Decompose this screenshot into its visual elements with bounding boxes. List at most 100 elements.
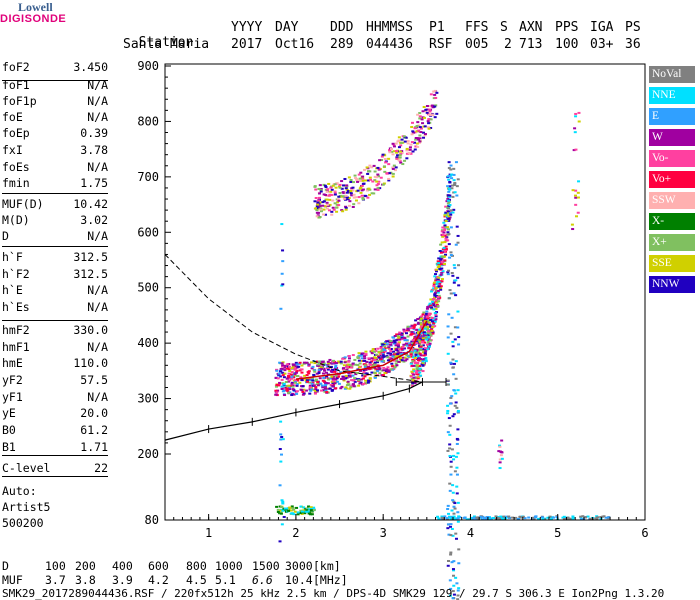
param-row: foF1 N/A xyxy=(2,78,108,95)
echo-point xyxy=(422,334,426,337)
echo-point xyxy=(455,194,459,197)
echo-point xyxy=(463,516,467,519)
echo-point xyxy=(295,384,299,387)
echo-point xyxy=(410,377,414,380)
echo-point xyxy=(368,178,372,181)
echo-point xyxy=(313,392,317,395)
echo-point xyxy=(361,352,365,355)
echo-point xyxy=(383,347,387,350)
header-value-station: Santa Maria xyxy=(123,37,210,52)
echo-point xyxy=(451,484,455,487)
echo-point xyxy=(292,372,296,375)
echo-point xyxy=(345,196,349,199)
echo-point xyxy=(410,370,414,373)
echo-point xyxy=(365,360,369,363)
echo-point xyxy=(409,327,413,330)
echo-point xyxy=(387,177,391,180)
echo-point xyxy=(298,512,302,515)
echo-point xyxy=(349,386,353,389)
echo-point xyxy=(411,372,415,375)
echo-point xyxy=(352,385,356,388)
echo-point xyxy=(353,358,357,361)
echo-point xyxy=(421,330,425,333)
echo-point xyxy=(390,365,394,368)
echo-point xyxy=(448,402,452,405)
echo-point xyxy=(299,368,303,371)
echo-point xyxy=(518,515,522,518)
echo-point xyxy=(314,197,318,200)
echo-point xyxy=(403,140,407,143)
echo-point xyxy=(416,377,420,380)
echo-point xyxy=(361,179,365,182)
echo-point xyxy=(290,505,294,508)
echo-point xyxy=(291,392,295,395)
echo-point xyxy=(395,150,399,153)
header-label-axn: AXN xyxy=(519,20,543,35)
echo-point xyxy=(281,249,285,252)
echo-point xyxy=(405,152,409,155)
echo-point xyxy=(426,120,430,123)
echo-point xyxy=(376,347,380,350)
echo-point xyxy=(311,365,315,368)
echo-point xyxy=(430,306,434,309)
echo-point xyxy=(426,348,430,351)
echo-point xyxy=(431,332,435,335)
echo-point xyxy=(412,328,416,331)
echo-point xyxy=(448,185,452,188)
echo-point xyxy=(328,387,332,390)
echo-point xyxy=(284,381,288,384)
echo-point xyxy=(415,356,419,359)
echo-point xyxy=(309,509,313,512)
param-name: foEs xyxy=(2,160,30,174)
echo-point xyxy=(418,115,422,118)
echo-point xyxy=(444,205,448,208)
echo-point xyxy=(358,382,362,385)
echo-point xyxy=(433,296,437,299)
echo-point xyxy=(546,516,550,519)
echo-point xyxy=(397,159,401,162)
echo-point xyxy=(410,126,414,129)
auto-artist: Artist5 xyxy=(2,500,51,514)
echo-point xyxy=(398,331,402,334)
echo-point xyxy=(337,204,341,207)
echo-point xyxy=(275,505,279,508)
echo-point xyxy=(417,322,421,325)
echo-point xyxy=(297,365,301,368)
echo-point xyxy=(416,359,420,362)
param-value: 312.5 xyxy=(73,250,108,264)
echo-point xyxy=(433,293,437,296)
echo-point xyxy=(422,116,426,119)
echo-point xyxy=(384,161,388,164)
param-value: N/A xyxy=(87,390,108,404)
echo-point xyxy=(397,348,401,351)
echo-point xyxy=(406,335,410,338)
echo-point xyxy=(395,156,399,159)
echo-point xyxy=(355,178,359,181)
echo-point xyxy=(316,207,320,210)
echo-point xyxy=(279,509,283,512)
echo-point xyxy=(329,383,333,386)
echo-point xyxy=(338,191,342,194)
echo-point xyxy=(394,362,398,365)
echo-point xyxy=(453,266,457,269)
echo-point xyxy=(447,297,451,300)
echo-point xyxy=(342,368,346,371)
echo-point xyxy=(445,215,449,218)
divider xyxy=(2,80,108,81)
logo-line2: DIGISONDE xyxy=(0,13,67,25)
echo-point xyxy=(448,455,452,458)
echo-point xyxy=(388,151,392,154)
echo-point xyxy=(452,512,456,515)
echo-point xyxy=(362,369,366,372)
header-label-ddd: DDD xyxy=(330,20,354,35)
echo-point xyxy=(443,259,447,262)
echo-point xyxy=(326,188,330,191)
echo-point xyxy=(604,516,608,519)
distance-value: 3000 xyxy=(285,559,313,573)
echo-point xyxy=(425,307,429,310)
legend-item-x: X- xyxy=(649,213,695,230)
echo-point xyxy=(441,270,445,273)
echo-point xyxy=(421,131,425,134)
echo-point xyxy=(323,369,327,372)
echo-point xyxy=(418,317,422,320)
